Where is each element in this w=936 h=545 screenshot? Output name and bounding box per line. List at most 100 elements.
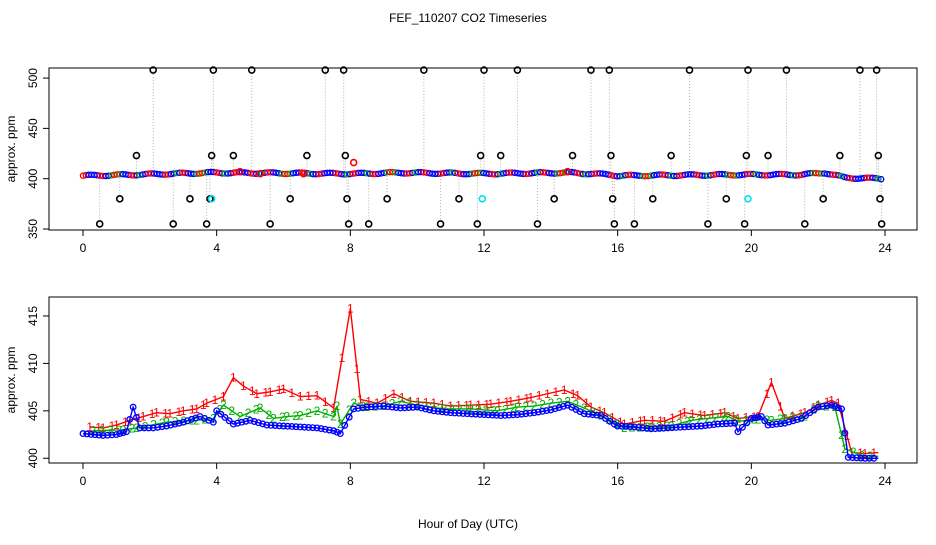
red-series-marker: 1 <box>764 387 771 401</box>
top-x-tick-label: 24 <box>878 241 892 255</box>
red-series-marker: 1 <box>280 382 287 396</box>
blue-data-point <box>738 423 746 431</box>
green-series-marker: 2 <box>797 410 804 424</box>
blue-data-point <box>651 425 659 433</box>
red-series-marker: 1 <box>768 375 775 389</box>
red-series-marker: 1 <box>689 407 696 421</box>
black-data-point <box>648 195 657 203</box>
blue-data-point <box>480 411 488 419</box>
blue-data-point <box>844 453 852 461</box>
red-series-marker: 1 <box>597 404 604 418</box>
red-series-marker: 1 <box>777 399 784 413</box>
green-series-marker: 2 <box>823 400 830 414</box>
blue-data-point <box>726 419 734 427</box>
red-series-marker: 1 <box>193 402 200 416</box>
blue-data-point <box>259 420 267 428</box>
blue-data-point <box>580 410 588 418</box>
blue-data-point <box>589 411 597 419</box>
red-series-marker: 1 <box>657 414 664 428</box>
blue-data-point <box>455 409 463 417</box>
blue-data-point <box>551 405 559 413</box>
blue-data-point <box>336 430 344 438</box>
green-series-marker: 2 <box>257 401 264 415</box>
blue-data-point <box>681 423 688 431</box>
top-y-tick-label: 400 <box>26 168 40 188</box>
red-series-marker: 1 <box>824 395 831 409</box>
green-series-marker: 2 <box>705 411 712 425</box>
black-data-point <box>608 195 617 203</box>
red-series-marker: 1 <box>339 351 346 365</box>
blue-data-point <box>250 418 258 425</box>
red-series-marker: 1 <box>527 391 534 405</box>
green-series-marker: 2 <box>547 396 554 410</box>
green-series-marker: 2 <box>107 423 114 437</box>
blue-data-point <box>430 407 438 415</box>
green-series-marker: 2 <box>330 410 337 424</box>
black-data-point <box>95 220 104 228</box>
green-series-marker: 2 <box>668 419 675 433</box>
cyan-data-point <box>744 195 752 203</box>
blue-data-point <box>635 423 643 431</box>
bottom-y-tick-label: 415 <box>26 306 40 326</box>
blue-data-point <box>292 423 300 431</box>
blue-data-point <box>300 423 308 431</box>
blue-data-point <box>179 418 187 426</box>
blue-data-point <box>376 402 384 410</box>
baseline-point <box>840 173 848 181</box>
blue-data-point <box>345 413 353 421</box>
blue-data-point <box>99 432 107 439</box>
green-series-marker: 2 <box>189 414 196 428</box>
blue-data-point <box>284 422 292 430</box>
blue-data-point <box>330 427 338 435</box>
green-series-marker: 2 <box>564 394 571 408</box>
green-series-marker: 2 <box>292 409 299 423</box>
red-series-marker: 1 <box>203 396 210 410</box>
green-series-marker: 2 <box>334 399 341 413</box>
black-data-point <box>667 151 675 160</box>
red-series-marker: 1 <box>857 446 864 460</box>
green-series-marker: 2 <box>437 401 444 415</box>
blue-data-point <box>242 417 250 425</box>
blue-data-point <box>459 409 467 417</box>
blue-data-point <box>472 410 480 418</box>
green-series-marker: 2 <box>245 406 252 420</box>
blue-data-point <box>643 424 651 432</box>
red-series-marker: 1 <box>483 397 490 411</box>
red-series-marker: 1 <box>507 394 514 408</box>
red-series-marker: 1 <box>697 408 704 422</box>
blue-data-point <box>154 423 162 431</box>
black-data-point <box>202 220 211 228</box>
black-data-point <box>473 220 482 228</box>
blue-data-point <box>271 422 279 429</box>
bottom-y-axis: 400 405 410 415 <box>26 306 50 468</box>
bottom-x-tick-label: 20 <box>745 474 759 488</box>
red-series-marker: 1 <box>815 398 822 412</box>
red-series-marker: 1 <box>357 392 364 406</box>
blue-data-point <box>861 454 869 462</box>
red-series-marker: 1 <box>588 400 595 414</box>
blue-data-point <box>476 410 484 418</box>
black-data-point <box>550 195 558 203</box>
blue-data-point <box>610 420 618 428</box>
green-series-marker: 2 <box>656 420 663 434</box>
bottom-x-tick-label: 0 <box>80 474 87 488</box>
green-series-marker: 2 <box>688 413 695 427</box>
black-data-point <box>344 220 353 228</box>
green-series-marker: 2 <box>350 396 357 410</box>
blue-data-point <box>559 402 567 410</box>
blue-data-point <box>229 420 237 428</box>
red-series-marker: 1 <box>262 385 269 399</box>
blue-data-point <box>426 406 434 414</box>
blue-data-point <box>171 420 179 428</box>
baseline-point <box>872 174 879 182</box>
red-series-marker: 1 <box>835 396 842 410</box>
blue-data-point <box>341 421 349 429</box>
baseline-point <box>835 172 842 179</box>
blue-data-point <box>701 422 709 429</box>
baseline-point <box>136 171 144 179</box>
green-series-marker: 2 <box>448 402 455 416</box>
blue-data-point <box>126 415 134 423</box>
blue-data-point <box>505 411 513 419</box>
blue-data-point <box>405 404 413 411</box>
red-series-marker: 1 <box>848 446 855 460</box>
